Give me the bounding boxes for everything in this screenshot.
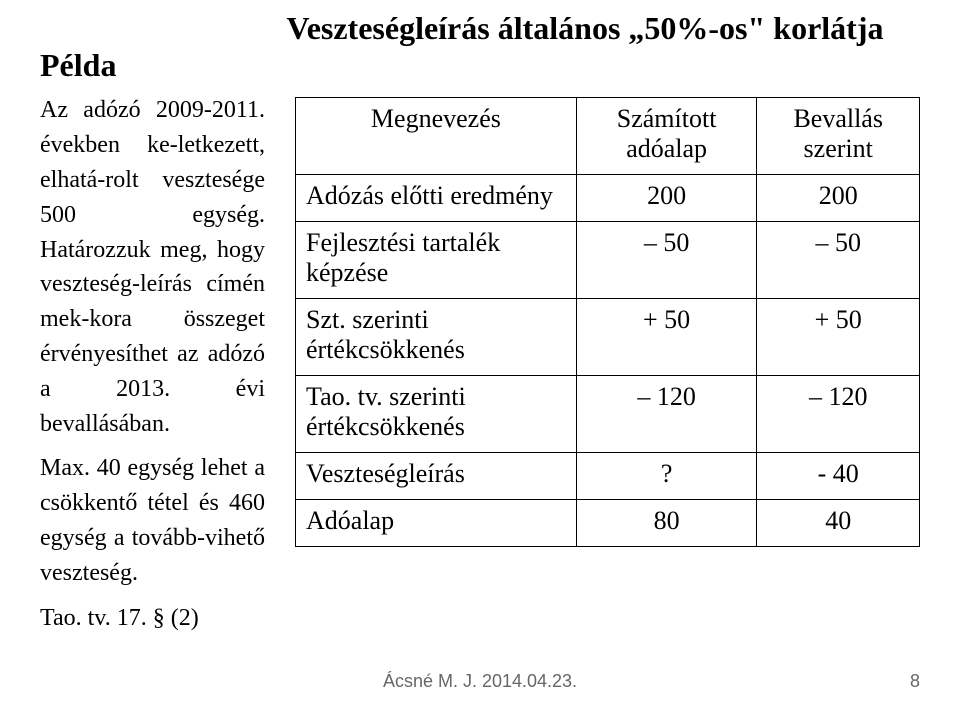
- table-row: Fejlesztési tartalék képzése – 50 – 50: [296, 222, 920, 299]
- table-cell-label: Adózás előtti eredmény: [296, 175, 577, 222]
- page-number: 8: [910, 671, 920, 692]
- page-title: Veszteségleírás általános „50%-os" korlá…: [250, 10, 920, 47]
- table-cell-label: Veszteségleírás: [296, 453, 577, 500]
- table-cell-col2: 40: [757, 500, 920, 547]
- table-cell-label: Fejlesztési tartalék képzése: [296, 222, 577, 299]
- left-paragraph-3: Tao. tv. 17. § (2): [40, 601, 265, 636]
- left-column: Példa Az adózó 2009-2011. években ke-let…: [40, 57, 265, 686]
- table-cell-col1: 200: [576, 175, 757, 222]
- table-row: Veszteségleírás ? - 40: [296, 453, 920, 500]
- table-cell-col2: - 40: [757, 453, 920, 500]
- table-header-1: Számított adóalap: [576, 98, 757, 175]
- footer-text: Ácsné M. J. 2014.04.23.: [0, 671, 960, 692]
- table-cell-col1: + 50: [576, 299, 757, 376]
- table-row: Adóalap 80 40: [296, 500, 920, 547]
- content-columns: Példa Az adózó 2009-2011. években ke-let…: [40, 57, 920, 686]
- table-cell-col1: 80: [576, 500, 757, 547]
- table-row: Szt. szerinti értékcsökkenés + 50 + 50: [296, 299, 920, 376]
- table-cell-label: Szt. szerinti értékcsökkenés: [296, 299, 577, 376]
- right-column: Megnevezés Számított adóalap Bevallás sz…: [295, 57, 920, 686]
- table-row: Tao. tv. szerinti értékcsökkenés – 120 –…: [296, 376, 920, 453]
- table-header-2: Bevallás szerint: [757, 98, 920, 175]
- data-table: Megnevezés Számított adóalap Bevallás sz…: [295, 97, 920, 547]
- table-cell-col1: ?: [576, 453, 757, 500]
- table-cell-label: Tao. tv. szerinti értékcsökkenés: [296, 376, 577, 453]
- left-paragraph-1: Az adózó 2009-2011. években ke-letkezett…: [40, 93, 265, 441]
- table-cell-col1: – 120: [576, 376, 757, 453]
- left-paragraph-2: Max. 40 egység lehet a csökkentő tétel é…: [40, 451, 265, 590]
- table-cell-label: Adóalap: [296, 500, 577, 547]
- page-footer: Ácsné M. J. 2014.04.23. 8: [0, 671, 960, 692]
- table-cell-col2: – 120: [757, 376, 920, 453]
- table-header-row: Megnevezés Számított adóalap Bevallás sz…: [296, 98, 920, 175]
- table-cell-col1: – 50: [576, 222, 757, 299]
- table-cell-col2: 200: [757, 175, 920, 222]
- table-cell-col2: – 50: [757, 222, 920, 299]
- table-header-0: Megnevezés: [296, 98, 577, 175]
- table-cell-col2: + 50: [757, 299, 920, 376]
- pelda-heading: Példa: [40, 42, 265, 88]
- table-row: Adózás előtti eredmény 200 200: [296, 175, 920, 222]
